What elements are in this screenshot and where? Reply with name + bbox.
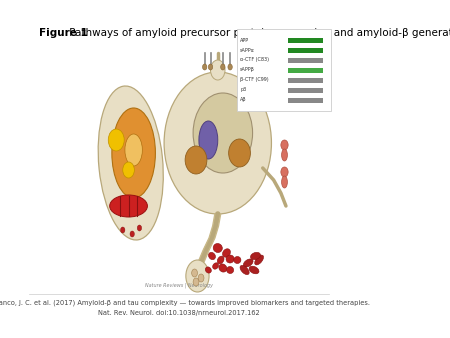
Ellipse shape — [185, 146, 207, 174]
Ellipse shape — [251, 252, 261, 260]
Ellipse shape — [110, 195, 148, 217]
Ellipse shape — [213, 263, 218, 269]
Bar — [288, 58, 323, 63]
Text: β-CTF (C99): β-CTF (C99) — [240, 77, 269, 82]
Circle shape — [192, 269, 198, 277]
Bar — [288, 68, 323, 73]
Ellipse shape — [193, 93, 252, 173]
Ellipse shape — [98, 86, 163, 240]
Text: Polanco, J. C. et al. (2017) Amyloid-β and tau complexity — towards improved bio: Polanco, J. C. et al. (2017) Amyloid-β a… — [0, 300, 370, 307]
FancyBboxPatch shape — [237, 29, 331, 111]
Ellipse shape — [219, 264, 227, 272]
Text: p3: p3 — [240, 88, 247, 93]
Ellipse shape — [249, 266, 259, 274]
Ellipse shape — [213, 243, 222, 252]
Circle shape — [137, 225, 142, 231]
Circle shape — [220, 64, 225, 70]
Text: sAPPβ: sAPPβ — [240, 68, 255, 72]
Circle shape — [123, 162, 135, 178]
Ellipse shape — [226, 255, 234, 263]
Bar — [288, 88, 323, 93]
Text: sAPPα: sAPPα — [240, 48, 255, 52]
Circle shape — [228, 64, 232, 70]
Ellipse shape — [282, 149, 288, 161]
Ellipse shape — [199, 121, 218, 159]
Text: Nature Reviews | Neurology: Nature Reviews | Neurology — [145, 283, 213, 288]
Ellipse shape — [227, 266, 234, 274]
Bar — [288, 38, 323, 43]
Text: Figure 1: Figure 1 — [39, 28, 88, 38]
Circle shape — [281, 167, 288, 177]
Circle shape — [186, 260, 209, 292]
Ellipse shape — [112, 108, 155, 198]
Ellipse shape — [282, 176, 288, 188]
Ellipse shape — [255, 255, 264, 265]
Ellipse shape — [217, 256, 224, 264]
Ellipse shape — [243, 259, 253, 267]
Circle shape — [208, 64, 213, 70]
Circle shape — [211, 60, 225, 80]
Circle shape — [130, 231, 135, 237]
Text: Aβ: Aβ — [240, 97, 247, 102]
Ellipse shape — [229, 139, 250, 167]
Bar — [288, 98, 323, 103]
Circle shape — [281, 140, 288, 150]
Bar — [288, 48, 323, 53]
Ellipse shape — [125, 134, 142, 166]
Ellipse shape — [164, 72, 271, 214]
Circle shape — [108, 129, 124, 151]
Ellipse shape — [240, 265, 249, 275]
Ellipse shape — [205, 267, 211, 273]
Circle shape — [193, 278, 199, 286]
Text: Pathways of amyloid precursor protein processing and amyloid-β generation: Pathways of amyloid precursor protein pr… — [66, 28, 450, 38]
Ellipse shape — [223, 249, 230, 257]
Text: APP: APP — [240, 38, 249, 43]
Ellipse shape — [208, 252, 216, 260]
Text: Nat. Rev. Neurol. doi:10.1038/nrneurol.2017.162: Nat. Rev. Neurol. doi:10.1038/nrneurol.2… — [99, 310, 260, 316]
Ellipse shape — [234, 257, 241, 264]
Bar — [288, 78, 323, 83]
Circle shape — [202, 64, 207, 70]
Text: α-CTF (C83): α-CTF (C83) — [240, 57, 269, 63]
Circle shape — [121, 227, 125, 233]
Circle shape — [198, 274, 204, 282]
